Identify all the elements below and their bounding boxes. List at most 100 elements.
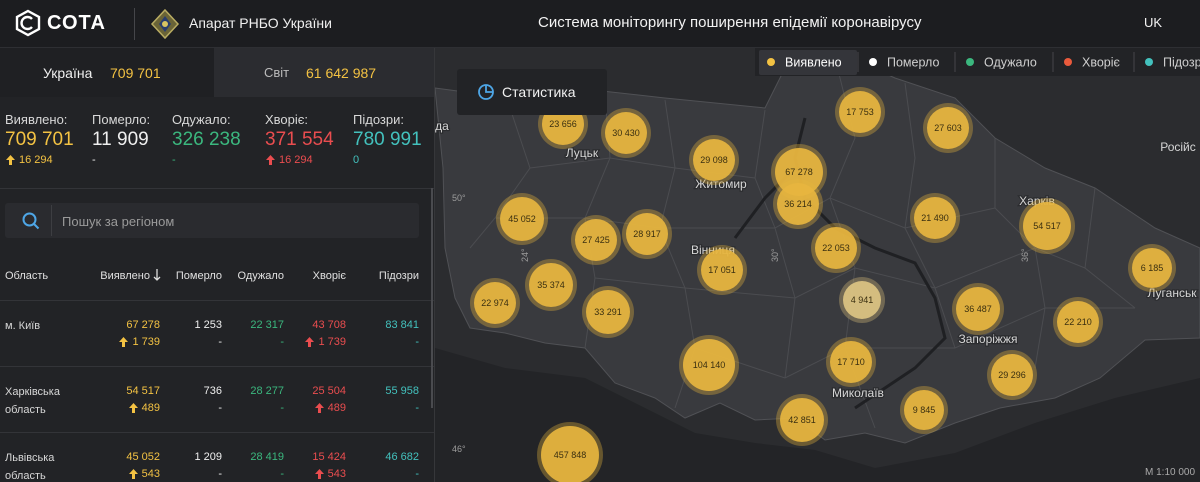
scrollbar[interactable] [431, 188, 433, 408]
language-switch[interactable]: UK [1144, 15, 1163, 30]
search-box[interactable]: Пошук за регіоном [5, 203, 419, 238]
cluster-circle [575, 219, 617, 261]
cluster[interactable]: 42 851 [776, 394, 828, 446]
arrow-shape [6, 155, 15, 165]
cluster[interactable]: 17 753 [835, 87, 885, 137]
stat-value: 326 238 [172, 129, 241, 150]
region-name: Львівська область [5, 452, 55, 482]
cluster[interactable]: 29 296 [987, 350, 1037, 400]
cell-change: 1 739 [318, 336, 346, 348]
legend-item[interactable]: Померло [857, 52, 939, 72]
tab-ukraine[interactable]: Україна 709 701 [0, 48, 214, 97]
cluster[interactable]: 45 052 [496, 193, 548, 245]
legend-item[interactable]: Одужало [954, 52, 1037, 72]
cluster[interactable]: 17 710 [826, 337, 876, 387]
arrow-shape [314, 403, 324, 413]
table-row[interactable]: Харківська область 54 517 489 736 - 28 277 - 25… [0, 366, 434, 433]
up-arrow [314, 403, 324, 413]
column-header[interactable]: Померло [175, 270, 222, 282]
stat-change: 16 294 [279, 154, 313, 166]
cell-change: - [280, 402, 284, 414]
column-header[interactable]: Виявлено [100, 270, 150, 282]
cluster[interactable]: 104 140 [679, 335, 739, 395]
cluster[interactable]: 21 490 [910, 193, 960, 243]
org-name[interactable]: Апарат РНБО України [189, 15, 332, 31]
graticule-label: 36° [1020, 248, 1030, 262]
column-header[interactable]: Область [5, 270, 49, 282]
cluster[interactable]: 17 051 [697, 245, 747, 295]
stat-change: - [172, 154, 176, 166]
cluster[interactable]: 27 425 [571, 215, 621, 265]
button-label: Статистика [502, 84, 576, 100]
cluster[interactable]: 36 487 [952, 283, 1004, 335]
cluster-count: 30 430 [612, 128, 640, 138]
cluster[interactable]: 29 098 [689, 135, 739, 185]
legend-dot [1064, 58, 1072, 66]
cluster[interactable]: 22 974 [470, 278, 520, 328]
cluster[interactable]: 28 917 [622, 209, 672, 259]
stat-value: 780 991 [353, 129, 422, 150]
legend-item[interactable]: Хворіє [1052, 52, 1121, 72]
column-header[interactable]: Хворіє [312, 270, 346, 282]
cluster[interactable]: 27 603 [923, 103, 973, 153]
cell-value: 736 [203, 385, 222, 397]
cluster[interactable]: 67 278 [771, 144, 827, 200]
cell-value: 43 708 [312, 319, 346, 331]
stat-value: 371 554 [265, 129, 334, 150]
stat-value: 709 701 [5, 129, 74, 150]
search-icon [22, 212, 40, 230]
cluster-circle [839, 91, 881, 133]
region-borders [469, 57, 1136, 429]
cluster-circle [815, 227, 857, 269]
cluster[interactable]: 35 374 [525, 259, 577, 311]
legend-item[interactable]: Виявлено [759, 50, 857, 75]
cluster[interactable]: 33 291 [582, 286, 634, 338]
button-icon [485, 85, 493, 93]
table-row[interactable]: м. Київ 67 278 1 739 1 253 - 22 317 - 43 708 1 7… [0, 300, 434, 367]
cell-change: - [218, 468, 222, 480]
sort-icon[interactable] [153, 269, 161, 281]
column-header[interactable]: Одужало [237, 270, 285, 282]
map-scale: М 1:10 000 [1145, 467, 1195, 478]
cluster-count: 36 487 [964, 304, 992, 314]
cluster[interactable]: 22 210 [1053, 297, 1103, 347]
cluster[interactable]: 22 053 [811, 223, 861, 273]
cluster-circle [780, 398, 824, 442]
cluster-count: 67 278 [785, 167, 813, 177]
map[interactable]: 50°46°24° 30° 36°даЛуцькЖитомирВінницяХарк… [435, 48, 1200, 482]
statistics-button[interactable]: Статистика [457, 69, 607, 115]
cluster[interactable]: 36 214 [773, 179, 823, 229]
tab-world[interactable]: Світ 61 642 987 [214, 48, 434, 97]
cluster-count: 54 517 [1033, 221, 1061, 231]
logo-text[interactable]: СОТА [47, 12, 106, 34]
cluster-circle [991, 354, 1033, 396]
sort-shape [153, 269, 161, 281]
graticule-label: 24° [520, 248, 530, 262]
cluster[interactable]: 9 845 [900, 386, 948, 434]
graticule-label: 30° [770, 248, 780, 262]
cluster-count: 17 710 [837, 357, 865, 367]
cluster[interactable]: 30 430 [601, 108, 651, 158]
legend-active [759, 50, 857, 75]
cluster[interactable]: 6 185 [1128, 244, 1176, 292]
cell-value: 1 209 [194, 451, 222, 463]
cluster[interactable]: 4 941 [839, 277, 885, 323]
cluster[interactable]: 457 848 [537, 422, 603, 482]
up-arrow [314, 469, 324, 479]
legend-dot [1145, 58, 1153, 66]
region-name: м. Київ [5, 320, 41, 332]
stat-label: Хворіє: [265, 112, 309, 127]
column-header[interactable]: Підозри [378, 270, 419, 282]
cluster[interactable]: 54 517 [1019, 198, 1075, 254]
place-label: Запоріжжя [959, 332, 1018, 346]
table-row[interactable]: Львівська область 45 052 543 1 209 - 28 419 - 1… [0, 432, 434, 482]
legend-dot [767, 58, 775, 66]
legend-item[interactable]: Підозри [1133, 52, 1200, 72]
arrow-shape [119, 337, 129, 347]
cluster-count: 22 210 [1064, 317, 1092, 327]
cluster-count: 17 753 [846, 107, 874, 117]
cell-value: 46 682 [385, 451, 419, 463]
cell-value: 67 278 [126, 319, 160, 331]
cell-value: 28 419 [250, 451, 284, 463]
